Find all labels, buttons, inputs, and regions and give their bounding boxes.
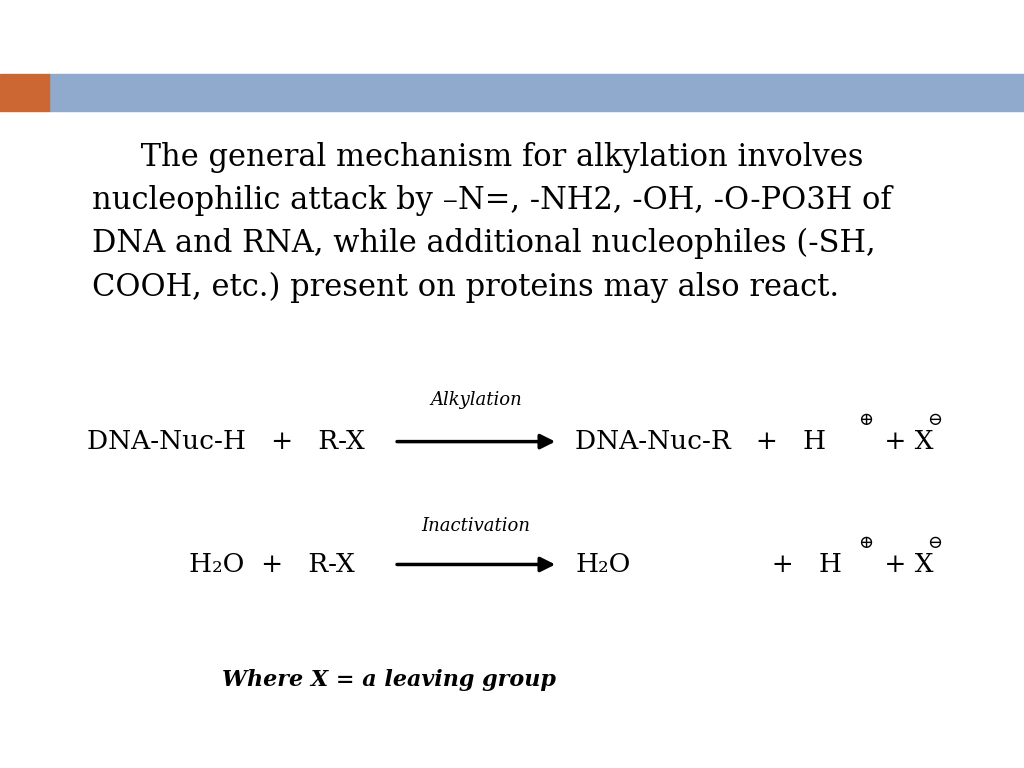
Text: ⊖: ⊖ — [927, 534, 942, 552]
Text: The general mechanism for alkylation involves
nucleophilic attack by –N=, -NH2, : The general mechanism for alkylation inv… — [92, 142, 892, 303]
Text: +   H: + H — [688, 552, 842, 577]
Text: H₂O: H₂O — [575, 552, 631, 577]
Text: Where X = a leaving group: Where X = a leaving group — [222, 669, 556, 690]
Text: DNA-Nuc-R   +   H: DNA-Nuc-R + H — [575, 429, 826, 454]
Text: Alkylation: Alkylation — [430, 392, 522, 409]
Text: H₂O  +   R-X: H₂O + R-X — [189, 552, 355, 577]
Text: ⊕: ⊕ — [858, 534, 873, 552]
Text: DNA-Nuc-H   +   R-X: DNA-Nuc-H + R-X — [87, 429, 365, 454]
Text: ⊕: ⊕ — [858, 411, 873, 429]
Bar — [49, 74, 1024, 111]
Text: + X: + X — [876, 429, 933, 454]
Text: ⊖: ⊖ — [927, 411, 942, 429]
Text: + X: + X — [876, 552, 933, 577]
Bar — [0, 74, 49, 111]
Text: Inactivation: Inactivation — [422, 518, 530, 535]
